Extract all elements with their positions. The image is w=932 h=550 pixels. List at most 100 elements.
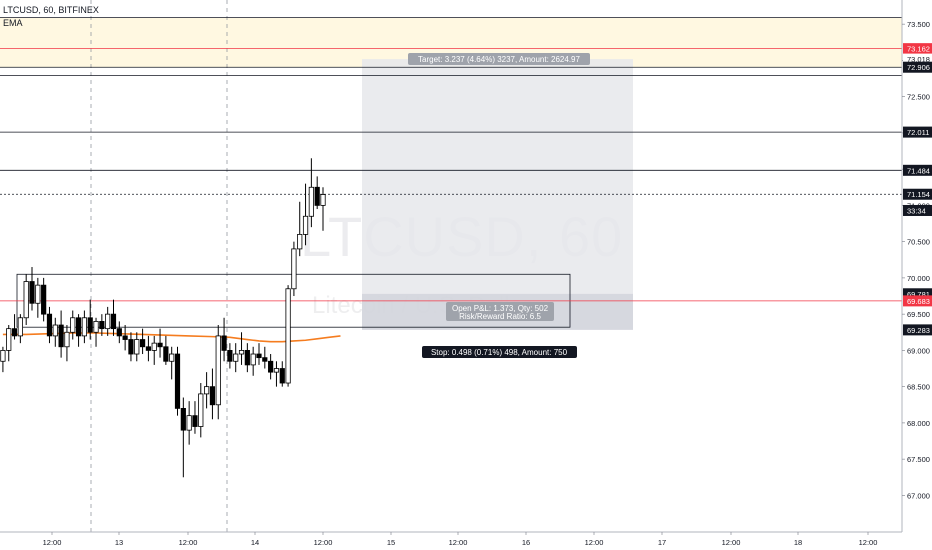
candle-body-5 [29,281,35,304]
time-tick-label: 12:00 [179,538,198,547]
chart-header-indicator: EMA [3,18,23,28]
time-tick-label: 12:00 [859,538,878,547]
time-tick-label: 12:00 [722,538,741,547]
candle-body-47 [273,368,280,373]
candle-body-48 [279,368,285,384]
candle-body-45 [262,357,268,362]
candle-body-22 [128,339,134,355]
price-tick-label: 67.000 [907,491,930,500]
price-label-bg-2 [903,61,932,73]
ema-line [2,332,341,343]
candle-body-49 [285,288,291,384]
candle-body-11 [64,331,70,348]
candle-body-19 [110,313,117,330]
candle-body-24 [139,339,146,348]
price-label-bg-8 [903,295,932,307]
stop-label-text: Stop: 0.498 (0.71%) 498, Amount: 750 [431,348,568,357]
price-label-bg-0 [903,43,932,55]
price-label-bg-3 [903,126,932,138]
price-tick-label: 73.500 [907,20,930,29]
candle-body-2 [11,328,18,337]
risk-reward-text: Risk/Reward Ratio: 6.5 [459,312,541,321]
price-label-bg-1 [903,53,932,65]
candle-body-1 [6,328,12,351]
candle-body-29 [169,353,175,362]
candle-body-23 [134,339,140,355]
price-label-bg-4 [903,164,932,176]
candle-body-51 [297,233,303,250]
price-label: 72.011 [907,128,929,137]
price-tick-label: 70.500 [907,238,930,247]
time-tick-label: 12:00 [585,538,604,547]
candle-body-42 [244,349,250,366]
target-label-text: Target: 3.237 (4.64%) 3237, Amount: 2624… [418,55,580,64]
candle-body-33 [192,415,198,427]
target-label: Target: 3.237 (4.64%) 3237, Amount: 2624… [408,53,590,65]
price-label: 33:34 [907,206,926,215]
candle-body-15 [87,317,93,333]
candle-body-36 [209,386,216,406]
candle-body-30 [174,353,181,409]
candle-body-7 [41,284,47,315]
target-label-bg [408,53,590,65]
position-target-area [362,59,633,294]
candle-body-41 [238,349,245,355]
candle-body-31 [180,407,186,431]
time-tick-label: 13 [115,538,123,547]
candle-body-54 [314,186,320,206]
time-tick-label: 17 [658,538,666,547]
candle-body-37 [215,335,221,406]
price-label: 71.484 [907,166,930,175]
price-label: 69.781 [907,290,930,299]
price-label-bg-6 [903,204,932,216]
candle-body-6 [35,284,41,304]
price-label: 69.683 [907,297,930,306]
price-tick-label: 69.000 [907,346,930,355]
candle-body-28 [163,346,169,362]
stop-label: Stop: 0.498 (0.71%) 498, Amount: 750 [422,346,577,358]
candle-body-34 [198,393,204,427]
price-label-bg-5 [903,188,932,200]
price-label-bg-9 [903,324,932,336]
candle-body-18 [105,313,111,330]
chart-header-symbol: LTCUSD, 60, BITFINEX [3,5,99,15]
candle-body-10 [58,324,64,348]
candle-body-20 [116,328,122,337]
candle-body-14 [81,317,87,337]
stop-label-bg [422,346,577,358]
candle-body-46 [268,360,274,373]
candle-body-39 [227,349,233,362]
candle-body-40 [233,353,239,362]
candle-body-0 [0,349,6,362]
price-tick-label: 67.500 [907,455,930,464]
candle-body-32 [186,415,192,431]
candle-body-53 [308,186,314,217]
price-tick-label: 72.500 [907,93,930,102]
candle-body-16 [93,320,99,333]
time-tick-label: 12:00 [43,538,62,547]
candle-body-8 [46,313,53,337]
price-tick-label: 68.500 [907,383,930,392]
candle-body-17 [99,320,105,330]
candle-body-25 [145,346,152,351]
candle-body-12 [70,317,76,333]
candle-body-38 [221,335,227,351]
candle-body-50 [291,248,297,290]
time-tick-label: 18 [794,538,802,547]
price-label: 73.162 [907,45,930,54]
pnl-label-text: Open P&L: 1.373, Qty: 502 [452,304,549,313]
price-label: 73.018 [907,55,930,64]
time-tick-label: 12:00 [314,538,333,547]
candle-body-52 [302,215,309,235]
price-label: 72.906 [907,63,930,72]
candle-body-44 [256,353,262,359]
price-label: 71.154 [907,190,930,199]
candle-body-4 [23,281,29,319]
price-tick-label: 70.000 [907,274,930,283]
price-tick-label: 69.500 [907,310,930,319]
candle-body-27 [157,342,163,348]
candle-body-43 [250,353,256,366]
